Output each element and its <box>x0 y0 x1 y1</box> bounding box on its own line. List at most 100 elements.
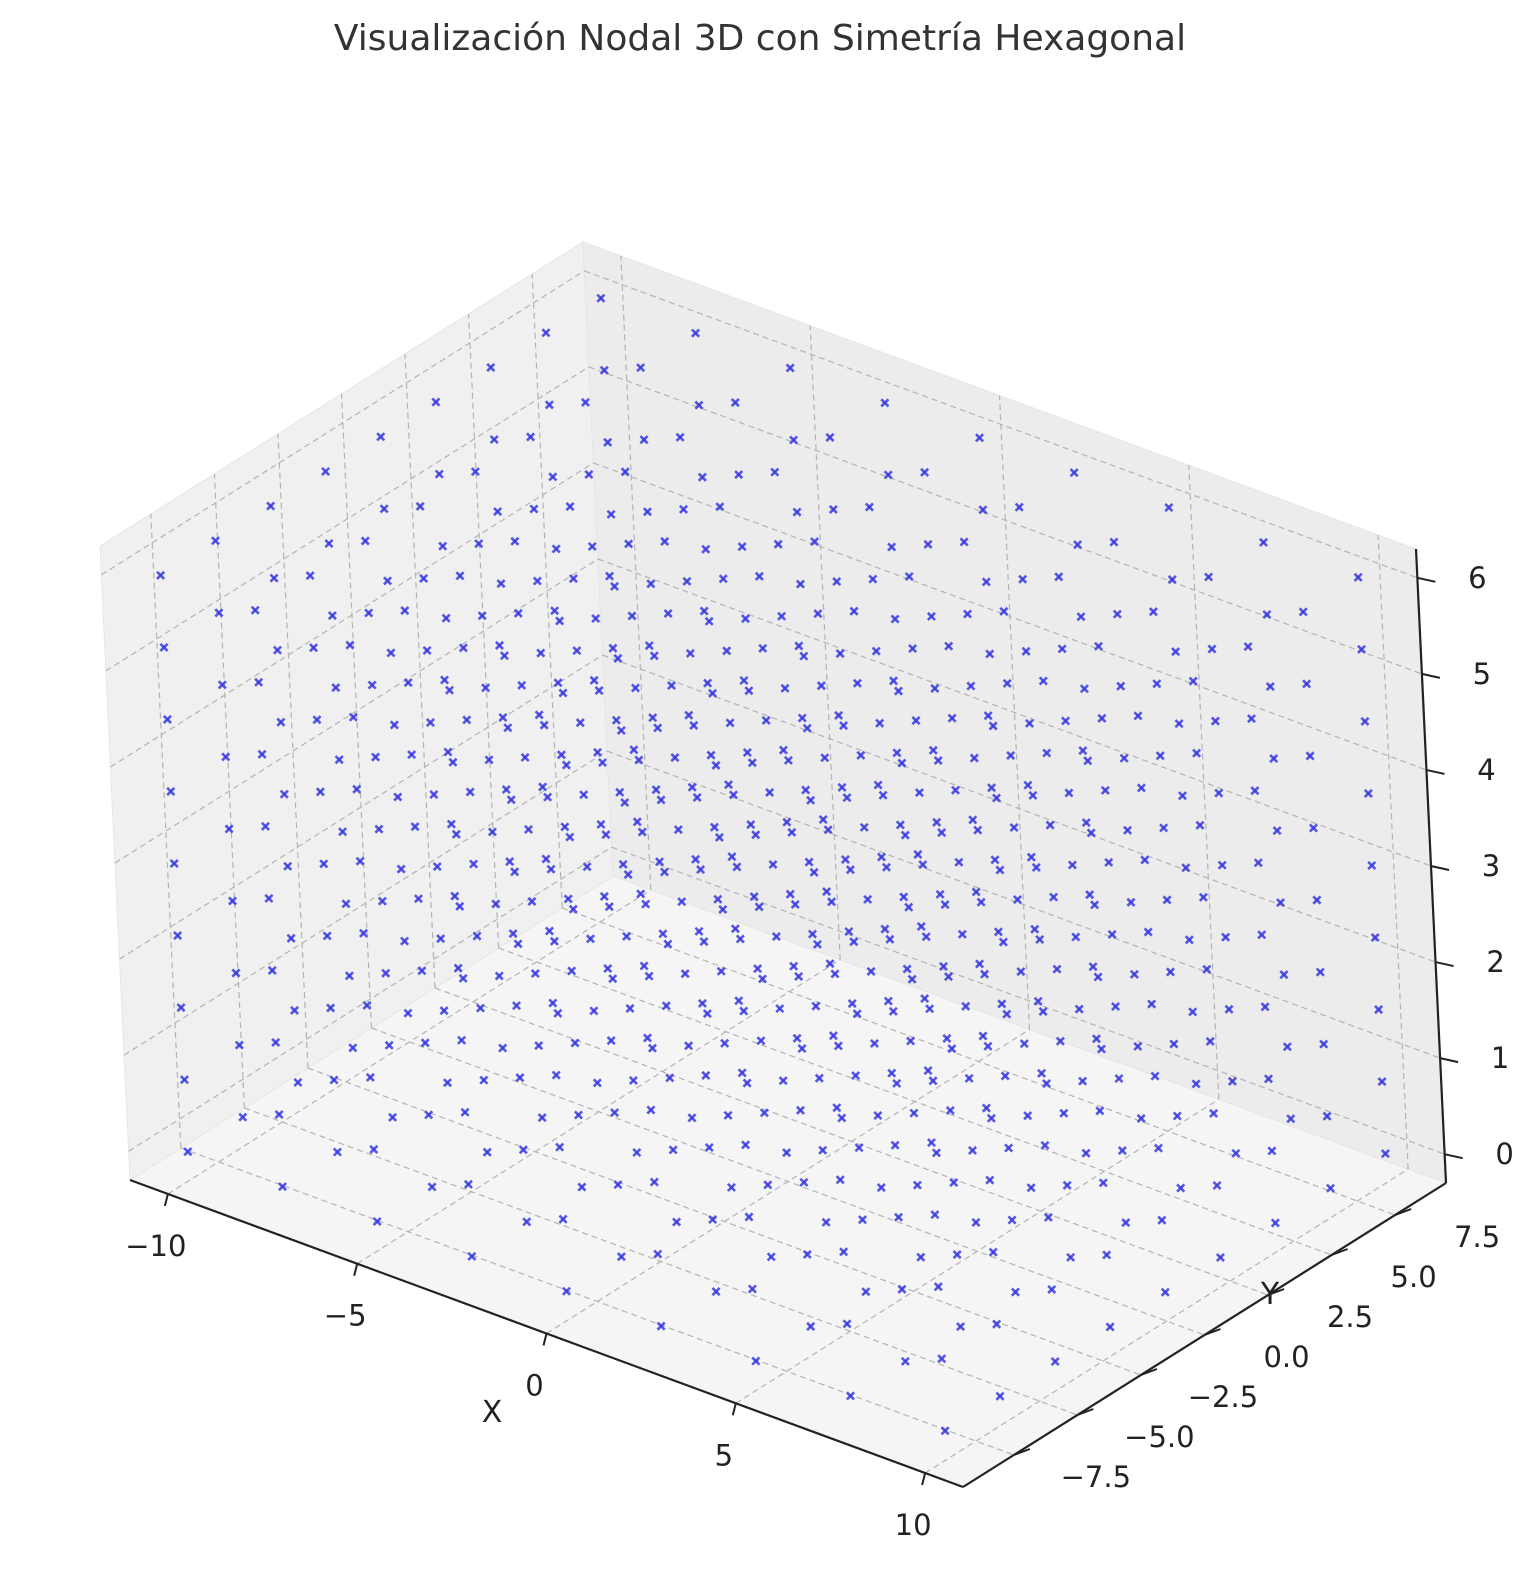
data-point <box>792 1033 802 1043</box>
data-point <box>334 755 344 765</box>
data-point-stroke <box>1076 612 1086 622</box>
data-point <box>766 1252 776 1262</box>
data-point <box>931 1148 941 1158</box>
data-point-stroke <box>1188 676 1198 686</box>
data-point <box>159 642 169 652</box>
data-point-stroke <box>553 1008 563 1018</box>
data-point-stroke <box>881 862 892 872</box>
data-point-stroke <box>553 678 563 688</box>
data-point-stroke <box>1174 719 1184 729</box>
data-point-stroke <box>851 1071 861 1081</box>
data-point <box>1104 857 1114 867</box>
data-point-stroke <box>575 718 585 728</box>
data-point <box>410 822 420 832</box>
data-point <box>758 974 768 984</box>
data-point <box>622 931 632 941</box>
data-point-stroke <box>1231 1148 1241 1158</box>
data-point-stroke <box>396 864 406 874</box>
data-point <box>1152 679 1162 689</box>
data-point <box>749 892 759 902</box>
data-point <box>983 1041 993 1051</box>
data-point <box>1066 1252 1076 1262</box>
data-point <box>656 795 666 805</box>
data-point-stroke <box>549 936 559 946</box>
data-point-stroke <box>1061 716 1071 726</box>
data-point <box>725 718 735 728</box>
data-point-stroke <box>467 1251 477 1261</box>
data-point-stroke <box>1012 895 1023 905</box>
data-point <box>923 1066 933 1076</box>
data-point-stroke <box>1325 1183 1336 1193</box>
data-point <box>431 397 441 407</box>
data-point-stroke <box>1085 890 1095 900</box>
data-point <box>812 939 822 949</box>
data-point-stroke <box>1050 1356 1060 1367</box>
data-point <box>1231 1148 1241 1158</box>
data-point-stroke <box>878 790 888 800</box>
data-point <box>1227 1076 1237 1086</box>
data-point <box>517 680 527 690</box>
data-point <box>954 857 964 867</box>
data-point <box>467 1251 477 1261</box>
data-point <box>462 715 472 725</box>
data-point <box>648 713 658 723</box>
data-point <box>639 961 649 971</box>
data-point-stroke <box>499 651 509 661</box>
data-point <box>1140 855 1150 865</box>
data-point-stroke <box>742 748 752 758</box>
data-point <box>609 581 620 591</box>
data-point <box>458 643 468 653</box>
x-axis-label: X <box>482 1395 503 1430</box>
data-point <box>713 894 723 904</box>
data-point-stroke <box>1014 502 1024 512</box>
data-point <box>670 753 680 763</box>
grid-lines <box>101 255 1445 1474</box>
data-point <box>616 1252 626 1262</box>
data-point-stroke <box>735 934 745 944</box>
data-point-stroke <box>362 1000 372 1010</box>
data-point <box>627 611 637 621</box>
data-point <box>739 1006 749 1016</box>
data-point-stroke <box>702 1009 712 1019</box>
data-point-stroke <box>1088 962 1098 972</box>
data-point <box>1107 929 1117 939</box>
data-point <box>1126 897 1136 907</box>
data-point-stroke <box>523 824 534 834</box>
data-point-stroke <box>162 714 172 724</box>
data-point <box>1198 892 1208 902</box>
data-point-stroke <box>981 577 991 587</box>
data-point-stroke <box>732 862 742 872</box>
data-point-stroke <box>1098 1178 1108 1188</box>
data-point <box>499 651 509 661</box>
x-tick-mark <box>731 1403 737 1416</box>
data-point <box>1195 820 1205 830</box>
data-point-stroke <box>909 1108 919 1118</box>
data-point <box>857 1215 867 1225</box>
data-point <box>417 966 427 976</box>
data-point <box>837 1113 847 1123</box>
data-point-stroke <box>1126 897 1136 907</box>
data-point-stroke <box>949 1178 959 1188</box>
data-point-stroke <box>653 1249 663 1259</box>
data-point <box>940 1426 950 1436</box>
data-point-stroke <box>637 827 647 837</box>
data-point-stroke <box>741 1140 751 1150</box>
data-point-stroke <box>424 1110 434 1120</box>
data-point-stroke <box>866 966 876 976</box>
data-point-stroke <box>704 616 714 626</box>
data-point-stroke <box>794 641 804 651</box>
data-point-stroke <box>691 854 701 864</box>
data-point <box>783 755 793 765</box>
data-point <box>956 1322 966 1332</box>
data-point-stroke <box>677 897 687 907</box>
data-point-stroke <box>364 608 374 618</box>
data-point-stroke <box>415 501 425 511</box>
data-point-stroke <box>609 581 620 591</box>
data-point <box>869 1038 879 1048</box>
data-point-stroke <box>558 1214 568 1224</box>
data-point <box>921 932 931 942</box>
data-point <box>530 969 540 979</box>
data-point-stroke <box>403 1008 413 1018</box>
data-point-stroke <box>847 999 857 1009</box>
data-point-stroke <box>931 1148 941 1158</box>
